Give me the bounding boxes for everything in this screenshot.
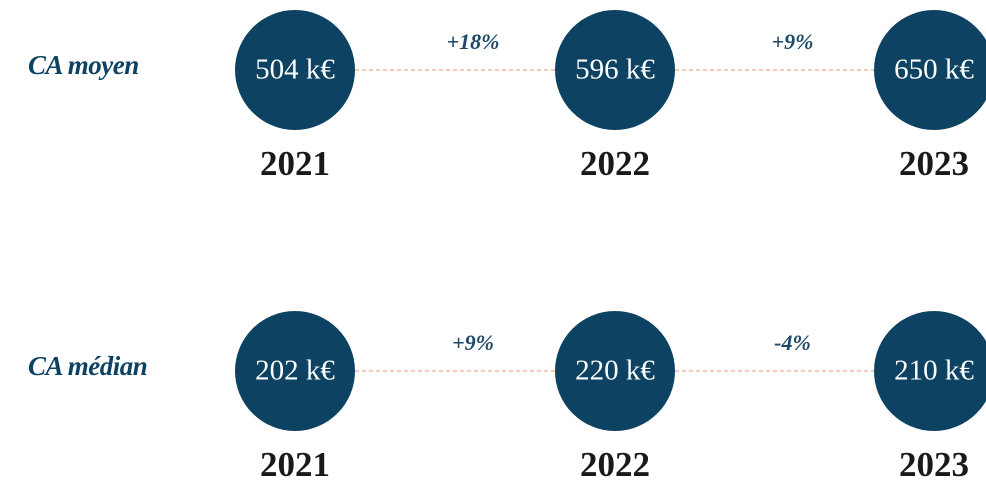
- year-label: 2023: [899, 144, 969, 183]
- row-label: CA moyen: [28, 50, 139, 80]
- value-circle: [874, 10, 986, 130]
- row-label: CA médian: [28, 351, 147, 381]
- value-circle: [235, 10, 355, 130]
- value-label: 202 k€: [255, 355, 335, 387]
- year-label: 2022: [580, 144, 650, 183]
- value-label: 504 k€: [255, 54, 335, 86]
- year-label: 2021: [260, 445, 330, 484]
- value-circle: [235, 311, 355, 431]
- value-label: 650 k€: [894, 54, 974, 86]
- change-label: -4%: [774, 330, 811, 355]
- value-label: 596 k€: [575, 54, 655, 86]
- change-label: +9%: [452, 330, 494, 355]
- value-label: 220 k€: [575, 355, 655, 387]
- value-circle: [874, 311, 986, 431]
- year-label: 2022: [580, 445, 650, 484]
- change-label: +18%: [447, 29, 500, 54]
- year-label: 2023: [899, 445, 969, 484]
- value-label: 210 k€: [894, 355, 974, 387]
- year-label: 2021: [260, 144, 330, 183]
- value-circle: [555, 10, 675, 130]
- change-label: +9%: [772, 29, 814, 54]
- value-circle: [555, 311, 675, 431]
